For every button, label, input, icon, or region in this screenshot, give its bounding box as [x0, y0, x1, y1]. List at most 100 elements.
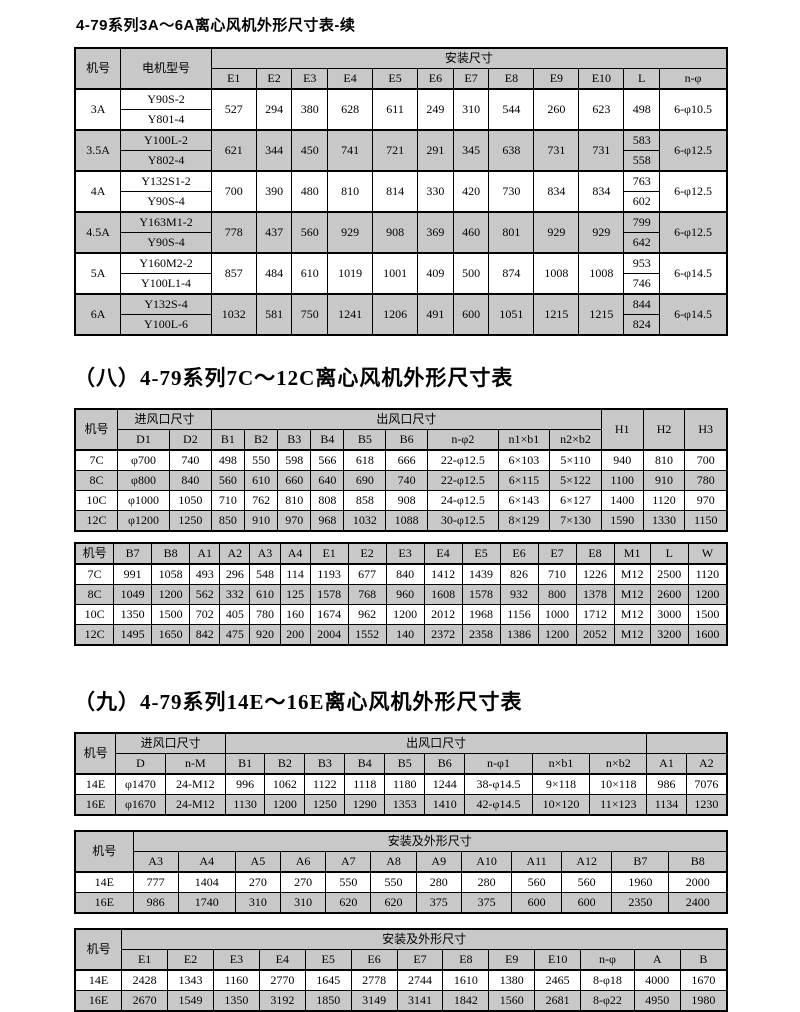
data-cell: 628: [327, 88, 374, 131]
data-cell: 7076: [685, 773, 728, 795]
data-cell: 437: [255, 211, 293, 254]
header-cell: E5: [461, 542, 501, 565]
data-cell: 270: [234, 871, 281, 893]
data-cell: 1380: [488, 969, 536, 991]
data-cell: 962: [347, 604, 387, 625]
table-14e16e-install-a: 机号 安装及外形尺寸 A3 A4 A5 A6 A7 A8 A9 A10 A11 A12 B7 B8 14E 7…: [74, 830, 728, 914]
section-title-8: （八）4-79系列7C～12C离心风机外形尺寸表: [74, 366, 514, 390]
section-title-9: （九）4-79系列14E～16E离心风机外形尺寸表: [74, 690, 523, 714]
header-cell: A5: [234, 851, 281, 873]
header-cell: M1: [613, 542, 651, 565]
data-cell: 778: [210, 211, 257, 254]
header-cell: 机号: [74, 928, 123, 971]
header-cell: A11: [511, 851, 562, 873]
data-cell: 660: [277, 470, 312, 491]
data-cell: 610: [243, 470, 279, 491]
table-7c12c-dimensions-grid: 机号 B7 B8 A1 A2 A3 A4 E1 E2 E3 E4 E5 E6 E7 E8 M1 L W 7C 991 1…: [74, 542, 728, 646]
data-cell: 1960: [611, 871, 670, 893]
data-cell: 1226: [575, 563, 615, 585]
header-cell: B4: [344, 753, 386, 775]
data-cell: 834: [533, 170, 580, 213]
table-14e16e-install-e-grid: 机号 安装及外形尺寸 E1 E2 E3 E4 E5 E6 E7 E8 E9 E10 n-φ A B 14E 24…: [74, 928, 728, 1012]
table-row: 14E φ1470 24-M12 996 1062 1122 1118 1180 1244 38-…: [74, 773, 728, 795]
data-cell: 611: [372, 88, 419, 131]
header-cell: E5: [372, 68, 419, 90]
data-cell: 3141: [396, 990, 444, 1012]
data-cell: 1008: [578, 252, 625, 295]
data-cell: 602: [623, 191, 661, 213]
data-cell: 810: [277, 490, 312, 511]
table-row: 7C φ700 740 498 550 598 566 618 666 22-φ12.5 6×103…: [74, 449, 728, 471]
data-cell: 10×118: [589, 773, 648, 795]
data-cell: 1439: [461, 563, 501, 585]
data-cell: 14E: [74, 871, 134, 893]
data-cell: 310: [234, 892, 281, 914]
data-cell: 6-φ14.5: [659, 293, 728, 336]
data-cell: 493: [189, 563, 221, 585]
data-cell: 7C: [74, 449, 119, 471]
data-cell: 30-φ12.5: [427, 510, 499, 532]
data-cell: 1062: [264, 773, 306, 795]
data-cell: 16E: [74, 892, 134, 914]
data-cell: 874: [488, 252, 535, 295]
header-cell: A2: [219, 542, 251, 565]
data-cell: 409: [417, 252, 454, 295]
data-cell: 6-φ10.5: [659, 88, 728, 131]
data-cell: 824: [623, 314, 661, 336]
data-cell: 908: [372, 211, 419, 254]
data-cell: 558: [623, 150, 661, 172]
data-cell: 375: [460, 892, 513, 914]
data-cell: 710: [537, 563, 577, 585]
header-cell: E8: [488, 68, 535, 90]
data-cell: Y160M2-2: [120, 252, 212, 274]
header-cell: A10: [460, 851, 513, 873]
data-cell: 369: [417, 211, 454, 254]
table-row: Y100L-6 824: [75, 314, 727, 336]
data-cell: 1120: [687, 563, 728, 585]
data-cell: 344: [255, 129, 293, 172]
header-cell: L: [623, 68, 661, 90]
table-7c12c-dimensions: 机号 B7 B8 A1 A2 A3 A4 E1 E2 E3 E4 E5 E6 E7 E8 M1 L W 7C 991 1…: [74, 542, 728, 646]
data-cell: 1500: [151, 604, 191, 625]
data-cell: 270: [279, 871, 327, 893]
header-cell: E1: [210, 68, 257, 90]
data-cell: 746: [623, 273, 661, 295]
data-cell: 932: [499, 584, 539, 605]
data-cell: φ1670: [115, 794, 166, 816]
header-cell: A1: [646, 753, 687, 775]
data-cell: 1495: [113, 624, 153, 646]
data-cell: 1200: [537, 624, 577, 646]
data-cell: 581: [255, 293, 293, 336]
data-cell: 1608: [423, 584, 463, 605]
header-cell: E10: [578, 68, 625, 90]
data-cell: 2744: [396, 969, 444, 991]
data-cell: 280: [460, 871, 513, 893]
data-cell: 1058: [151, 563, 191, 585]
data-cell: 1100: [600, 470, 644, 491]
data-cell: 840: [168, 470, 212, 491]
table-row: 14E 2428 1343 1160 2770 1645 2778 2744 1610 1380 2…: [74, 969, 728, 991]
data-cell: 380: [291, 88, 329, 131]
table-row: 12C φ1200 1250 850 910 970 968 1032 1088 30-φ12.5…: [74, 510, 728, 532]
data-cell: 345: [452, 129, 490, 172]
data-cell: 1842: [442, 990, 490, 1012]
data-cell: 690: [343, 470, 387, 491]
header-cell: E1: [309, 542, 349, 565]
data-cell: 1412: [423, 563, 463, 585]
data-cell: 5A: [74, 252, 122, 295]
data-cell: 1050: [168, 490, 212, 511]
header-cell: A4: [177, 851, 236, 873]
table-row: 14E 777 1404 270 270 550 550 280 280 560 560 1960 20…: [74, 871, 728, 893]
header-cell: E4: [423, 542, 463, 565]
table-row: 5A Y160M2-2 857 484 610 1019 1001 409 500 874 1008…: [74, 252, 728, 295]
data-cell: 1206: [372, 293, 419, 336]
data-cell: 5×122: [549, 470, 602, 491]
data-cell: 740: [385, 470, 429, 491]
header-cell: A4: [279, 542, 311, 565]
header-cell: 进风口尺寸: [115, 732, 226, 754]
data-cell: M12: [613, 563, 651, 585]
data-cell: 801: [488, 211, 535, 254]
data-cell: 3200: [649, 624, 689, 646]
data-cell: Y100L-6: [120, 314, 212, 336]
data-cell: 1712: [575, 604, 615, 625]
